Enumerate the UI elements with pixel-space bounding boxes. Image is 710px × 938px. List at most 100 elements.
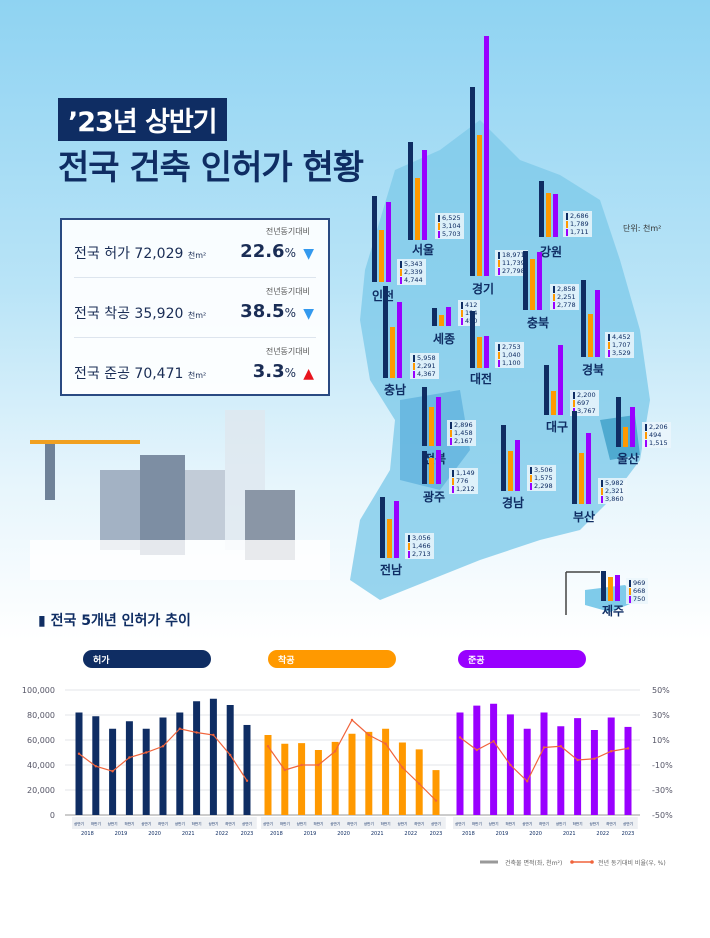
region-value: 4,744 <box>404 276 423 284</box>
region-values: 5,982 2,321 3,860 <box>598 478 627 504</box>
summary-value: 전국 착공 35,920 <box>74 306 184 322</box>
category-label: 하반기 <box>472 821 482 826</box>
region-value: 5,958 <box>417 354 436 362</box>
category-label: 하반기 <box>280 821 290 826</box>
region-value: 2,858 <box>557 285 576 293</box>
region-bar <box>422 386 427 446</box>
region-bar <box>439 314 444 326</box>
region-bar <box>477 336 482 368</box>
section-title: ▮ 전국 5개년 인허가 추이 <box>38 613 191 629</box>
region-value: 2,753 <box>502 343 521 351</box>
region-value: 3,767 <box>577 407 596 415</box>
region-value: 2,200 <box>577 391 596 399</box>
region-bar <box>553 194 558 237</box>
year-label: 2022 <box>596 831 609 837</box>
panel-header-complete: 준공 <box>458 650 586 668</box>
region-values: 2,206 494 1,515 <box>642 422 671 448</box>
region-bar <box>558 345 563 415</box>
region-values: 3,506 1,575 2,298 <box>527 465 556 491</box>
region-value: 1,711 <box>570 228 589 236</box>
year-label: 2023 <box>430 831 443 837</box>
region-values: 2,686 1,789 1,711 <box>563 211 592 237</box>
category-label: 상반기 <box>175 821 185 826</box>
year-label: 2018 <box>81 831 94 837</box>
category-label-bg <box>261 817 446 829</box>
arrow-up-icon: ▲ <box>303 366 314 382</box>
arrow-down-icon: ▼ <box>303 246 314 262</box>
region-bar <box>379 230 384 282</box>
panel-header-start: 착공 <box>268 650 396 668</box>
region-value: 4,367 <box>417 370 436 378</box>
category-label: 상반기 <box>242 821 252 826</box>
region-value: 6,525 <box>442 214 461 222</box>
region-label: 경북 <box>582 363 605 377</box>
yoy-point <box>317 763 320 767</box>
region-label: 울산 <box>617 452 640 466</box>
region-bar <box>539 180 544 237</box>
region-label: 대구 <box>546 420 569 434</box>
bar <box>226 705 234 815</box>
bar <box>314 750 322 815</box>
summary-unit: 천m² <box>187 251 207 260</box>
region-bar <box>429 407 434 446</box>
summary-start: 전국 착공 35,920 천m² 전년동기대비 38.5% ▼ <box>74 280 316 338</box>
category-label: 하반기 <box>573 821 583 826</box>
summary-caption: 전년동기대비 <box>265 227 310 236</box>
yoy-point <box>195 731 198 734</box>
yoy-point <box>94 765 98 768</box>
region-bar <box>380 496 385 558</box>
category-label: 하반기 <box>414 821 424 826</box>
summary-percent: 22.6 <box>240 241 285 262</box>
bar <box>264 735 272 815</box>
yoy-point <box>266 745 270 748</box>
category-label-bg <box>72 817 257 829</box>
region-bar <box>595 290 600 357</box>
region-label: 광주 <box>423 490 446 504</box>
category-label: 상반기 <box>297 821 307 826</box>
yoy-point <box>300 763 303 767</box>
bar <box>365 731 373 815</box>
region-value: 2,251 <box>557 293 576 301</box>
year-label: 2021 <box>182 831 195 837</box>
yoy-point <box>161 745 165 748</box>
region-bar <box>415 178 420 240</box>
region-label: 경기 <box>472 282 495 296</box>
bar <box>125 721 133 815</box>
summary-unit: 천m² <box>187 371 207 380</box>
region-values: 1,149 776 1,212 <box>449 468 478 494</box>
region-label: 강원 <box>540 245 563 259</box>
summary-unit: 천m² <box>187 311 207 320</box>
yoy-point <box>626 747 630 750</box>
category-label: 하반기 <box>158 821 168 826</box>
year-label: 2020 <box>337 831 350 837</box>
page-title: 전국 건축 인허가 현황 <box>58 148 364 188</box>
yoy-point <box>350 718 354 722</box>
right-tick-label: -10% <box>652 761 673 770</box>
category-label: 상반기 <box>208 821 218 826</box>
region-bar <box>572 411 577 504</box>
region-value: 1,789 <box>570 220 589 228</box>
bar <box>209 698 217 815</box>
yoy-point <box>111 770 114 773</box>
category-label: 하반기 <box>313 821 323 826</box>
yoy-point <box>367 733 370 737</box>
summary-percent: 38.5 <box>240 301 285 322</box>
region-value: 2,778 <box>557 301 576 309</box>
right-tick-label: -30% <box>652 786 673 795</box>
region-value: 1,466 <box>412 542 431 550</box>
left-tick-label: 40,000 <box>27 761 55 770</box>
yoy-point <box>178 727 181 730</box>
region-bar <box>608 577 613 601</box>
left-tick-label: 20,000 <box>27 786 55 795</box>
region-values: 5,343 2,339 4,744 <box>397 259 426 285</box>
region-bar <box>422 450 427 484</box>
bar <box>540 712 548 815</box>
category-label: 하반기 <box>381 821 391 826</box>
bar <box>243 724 251 815</box>
bar <box>574 718 582 815</box>
region-bar <box>588 314 593 357</box>
category-label: 상반기 <box>455 821 465 826</box>
title-period: ’23년 상반기 <box>58 98 227 141</box>
bar <box>473 705 481 815</box>
region-value: 412 <box>465 301 478 309</box>
